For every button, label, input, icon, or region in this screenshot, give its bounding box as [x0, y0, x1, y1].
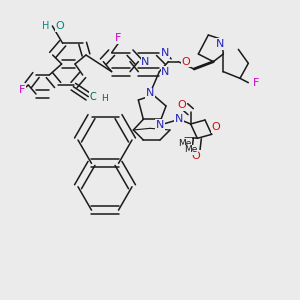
- Text: F: F: [115, 33, 122, 43]
- Text: N: N: [216, 39, 224, 49]
- Text: O: O: [212, 122, 220, 132]
- Text: O: O: [192, 151, 200, 161]
- Text: F: F: [253, 78, 260, 88]
- Text: O: O: [55, 21, 64, 31]
- Text: Me: Me: [184, 146, 197, 154]
- Text: Me: Me: [178, 139, 192, 148]
- Text: N: N: [141, 57, 150, 67]
- Text: O: O: [181, 57, 190, 67]
- Text: N: N: [161, 67, 170, 77]
- Text: C: C: [90, 92, 97, 102]
- Text: F: F: [19, 85, 26, 95]
- Text: H: H: [101, 94, 108, 103]
- Text: O: O: [177, 100, 186, 110]
- Text: N: N: [161, 48, 170, 58]
- Text: N: N: [146, 88, 154, 98]
- Text: N: N: [175, 114, 184, 124]
- Text: N: N: [156, 120, 164, 130]
- Text: H: H: [42, 21, 49, 31]
